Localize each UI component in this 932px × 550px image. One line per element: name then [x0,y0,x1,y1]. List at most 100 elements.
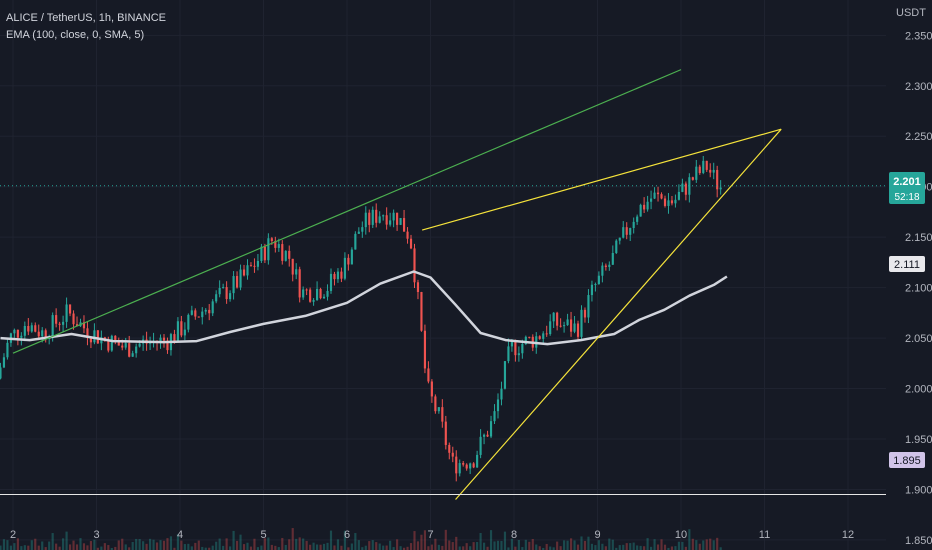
volume-bar [483,542,486,550]
volume-bar [201,546,204,550]
volume-bar [510,538,513,550]
volume-bar [670,546,674,550]
candle-body [218,287,221,295]
volume-bar [242,544,246,550]
candle-body [86,328,89,338]
volume-bar [448,540,451,550]
candle-body [239,269,242,288]
volume-bar [68,544,72,550]
volume-bar [96,547,99,550]
volume-bar [420,534,423,550]
time-tick-label: 4 [177,529,183,541]
candle-body [364,212,367,228]
volume-bar [389,540,392,550]
candle-body [556,312,559,326]
volume-bar [267,537,270,550]
candle-body [284,250,287,261]
volume-bar [149,538,152,550]
volume-bar [169,536,173,550]
volume-bar [256,547,260,550]
candle-body [274,241,277,248]
time-tick-label: 9 [594,529,600,541]
candle-body [636,216,639,222]
volume-bar [667,547,670,550]
volume-bar [643,546,646,550]
candle-body [472,463,475,468]
candle-body [660,194,663,199]
volume-bar [89,541,93,550]
candle-body [131,353,134,357]
volume-bar [601,543,604,550]
volume-bar [312,542,315,550]
volume-bar [563,540,566,550]
candle-body [441,407,444,422]
volume-bar [702,540,705,550]
volume-bar [152,539,155,550]
volume-bar [357,540,360,550]
candle-body [625,227,628,235]
candle-body [302,289,305,298]
volume-bar [194,542,197,550]
volume-bar [604,546,607,550]
volume-bar [305,540,308,550]
volume-bar [34,538,37,550]
candle-body [333,273,336,280]
candle-body [455,456,458,474]
volume-bar [72,540,75,550]
channel-trendline [12,69,682,354]
volume-bar [6,540,9,550]
volume-bar [437,544,440,550]
volume-bar [559,546,562,550]
symbol-title[interactable]: ALICE / TetherUS, 1h, BINANCE [6,12,166,24]
candle-body [559,325,562,327]
price-tick-label: 2.000 [905,384,932,396]
volume-bar [378,543,381,550]
volume-bar [159,540,162,550]
candle-body [639,204,642,217]
volume-bar [677,541,680,550]
volume-bar [538,546,541,550]
candle-body [27,325,30,332]
volume-layer [0,528,722,550]
time-tick-label: 8 [511,529,517,541]
candle-body [58,323,61,325]
candle-body [402,218,406,232]
candle-body [594,284,597,286]
volume-bar [13,543,16,550]
candle-body [183,329,186,336]
candle-body [597,275,600,285]
volume-bar [48,541,51,550]
candle-body [316,288,319,301]
volume-bar [295,538,298,550]
volume-bar [615,547,618,550]
candle-body [538,336,541,339]
candle-body [270,238,273,242]
candle-body [114,335,117,341]
candle-body [437,407,440,412]
volume-bar [222,545,225,550]
candle-body [643,204,646,210]
volume-bar [117,540,120,550]
candle-body [16,329,19,338]
candle-body [6,342,9,358]
volume-bar [514,546,517,550]
bar-countdown: 52:18 [894,192,919,203]
candle-body [204,309,207,312]
price-tick-label: 2.350 [905,30,932,42]
volume-bar [650,546,653,550]
candle-body [507,346,510,362]
volume-bar [371,540,374,550]
candle-body [583,309,587,318]
candle-body [173,334,176,342]
volume-bar [660,539,663,550]
indicator-legend[interactable]: EMA (100, close, 0, SMA, 5) [6,29,144,41]
volume-bar [486,546,489,550]
volume-bar [183,544,186,550]
volume-bar [576,544,580,550]
candle-body [389,220,392,225]
candle-body [566,319,569,326]
candle-body [96,330,99,344]
ema-price-badge: 2.111 [889,256,925,272]
